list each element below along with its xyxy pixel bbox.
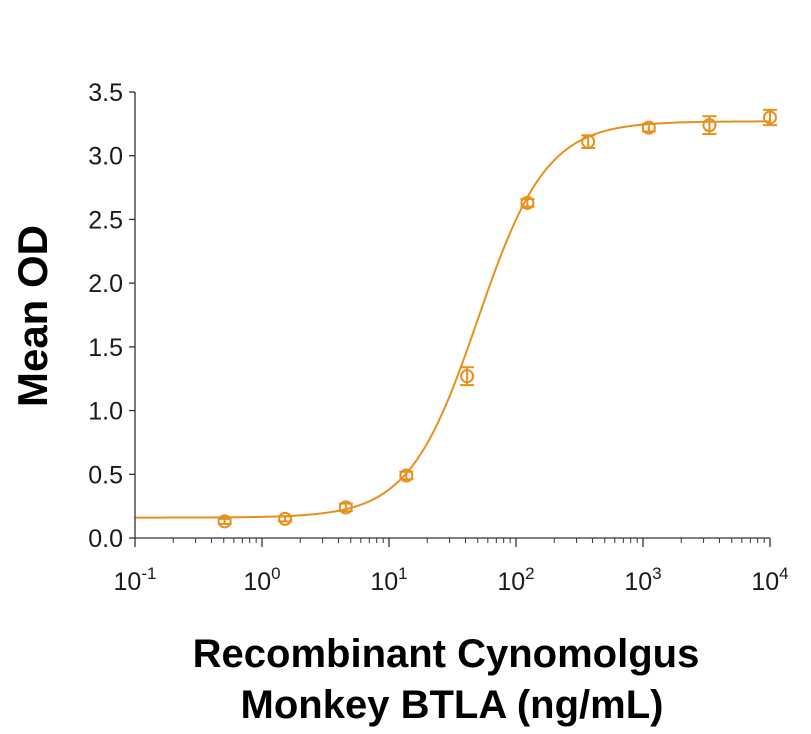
data-point [399, 468, 414, 483]
x-tick-exponent: 3 [652, 564, 661, 583]
data-point [520, 195, 535, 210]
data-points-layer [217, 108, 777, 529]
x-axis-title-line-1: Recombinant Cynomolgus [193, 632, 700, 676]
axes [134, 92, 770, 539]
x-tick-exponent: 4 [779, 564, 788, 583]
x-tick-base: 10 [243, 568, 271, 596]
data-point [338, 500, 353, 515]
data-marker [460, 369, 475, 384]
data-point [460, 366, 475, 387]
y-tick-label: 1.5 [88, 334, 123, 362]
x-tick-label: 104 [751, 564, 788, 596]
y-tick-label: 3.0 [88, 143, 123, 171]
x-tick-label: 101 [370, 564, 407, 596]
x-tick-exponent: 0 [271, 564, 280, 583]
data-marker [278, 511, 293, 526]
data-marker [641, 120, 656, 135]
y-tick-label: 1.0 [88, 398, 123, 426]
y-tick-label: 2.5 [88, 206, 123, 234]
data-marker [702, 118, 717, 133]
x-tick-base: 10 [497, 568, 525, 596]
tick-layer: 0.00.51.01.52.02.53.03.510-1 100 101 102 103… [88, 79, 788, 596]
y-axis-title: Mean OD [9, 225, 56, 407]
y-tick-label: 0.0 [88, 525, 123, 553]
x-tick-exponent: -1 [141, 564, 156, 583]
x-tick-base: 10 [624, 568, 652, 596]
y-tick-label: 3.5 [88, 79, 123, 107]
x-axis-title-line-2: Monkey BTLA (ng/mL) [241, 683, 664, 727]
y-tick-label: 0.5 [88, 461, 123, 489]
x-tick-base: 10 [751, 568, 779, 596]
x-tick-base: 10 [114, 568, 142, 596]
x-tick-label: 10-1 [114, 564, 157, 596]
fit-curve [135, 120, 771, 519]
x-tick-label: 102 [497, 564, 534, 596]
data-point [278, 511, 293, 526]
data-marker [520, 195, 535, 210]
axis-title-layer: Mean OD Recombinant Cynomolgus Monkey BT… [9, 225, 699, 727]
x-tick-label: 100 [243, 564, 280, 596]
x-tick-base: 10 [370, 568, 398, 596]
y-tick-label: 2.0 [88, 270, 123, 298]
data-point [217, 514, 232, 529]
x-tick-exponent: 1 [398, 564, 407, 583]
data-point [763, 108, 777, 127]
data-marker [763, 110, 777, 125]
data-point [702, 115, 717, 136]
x-tick-exponent: 2 [525, 564, 534, 583]
data-marker [581, 134, 596, 149]
data-marker [217, 514, 232, 529]
x-tick-label: 103 [624, 564, 661, 596]
data-point [641, 120, 656, 135]
data-marker [399, 468, 414, 483]
data-marker [338, 500, 353, 515]
fit-curve-layer [135, 120, 771, 519]
data-point [581, 134, 596, 150]
